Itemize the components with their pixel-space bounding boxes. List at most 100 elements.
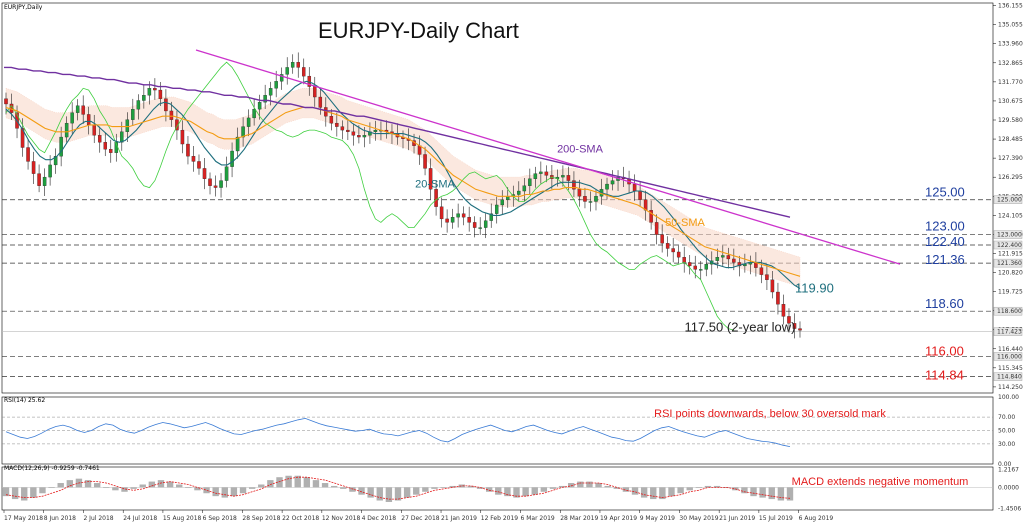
chart-frame [1,2,994,511]
candle-body [213,185,218,188]
macd-histogram-bar [531,487,538,495]
candle-body [566,175,571,181]
macd-histogram-bar [276,477,283,488]
macd-panel: 1.2167 0.0000 -1.4506 [2,467,1021,513]
y-tick-highlight-label: 121.360 [997,260,1022,267]
y-tick-label: 121.915 [998,250,1023,257]
candle-body [153,88,157,91]
candle-body [561,175,565,178]
x-tick-label: 15 Aug 2018 [163,515,202,522]
macd-histogram-bar [294,475,301,488]
y-tick-highlight [993,352,1023,361]
y-tick-label: 132.865 [998,60,1023,67]
macd-histogram-bar [176,484,183,488]
candle-body [301,67,306,77]
rsi-panel: 100.00 70.00 50.00 30.00 0.00 [2,394,1019,468]
macd-histogram-bar [221,487,228,498]
macd-histogram-bar [586,481,593,488]
candle-body [202,168,207,179]
annotation-label: 125.00 [925,185,965,200]
macd-histogram-bar [704,485,712,488]
macd-histogram-bar [777,487,785,501]
macd-histogram-bar [84,480,92,488]
macd-histogram-bar [722,487,730,489]
candle-body [528,178,532,186]
candle-body [676,251,681,258]
candle-body [533,173,538,179]
macd-histogram-bar [549,487,557,489]
candle-body [726,255,731,260]
x-tick-label: 6 Mar 2019 [520,515,554,522]
x-tick-label: 6 Aug 2019 [799,515,834,522]
macd-histogram-bar [458,484,466,488]
y-tick-highlight-label: 117.423 [997,329,1022,336]
macd-histogram-bar [258,484,265,488]
candle-body [715,257,720,261]
candle-body [263,95,267,103]
candle-body [792,323,797,329]
candle-body [373,129,378,132]
macd-histogram-bar [540,487,548,492]
candle-body [290,62,295,68]
y-tick-label: 116.440 [998,346,1023,353]
macd-histogram-bar [48,487,55,489]
y-tick-label: 135.055 [998,22,1023,29]
macd-histogram-bar [385,487,393,502]
candle-body [759,267,764,275]
macd-histogram-bar [185,487,192,489]
macd-histogram-bar [604,485,611,488]
y-tick-label: 119.725 [998,289,1023,296]
candle-body [483,220,488,228]
macd-label: MACD(12,26,9) -0.9259 -0.7461 [4,465,100,472]
annotation-label: 121.36 [925,252,965,267]
macd-histogram-bar [413,487,420,495]
macd-histogram-bar [367,487,374,498]
macd-histogram-bar [112,487,119,491]
y-tick-label: 124.105 [998,212,1023,219]
macd-histogram-bar [203,487,210,494]
macd-histogram-bar [759,487,766,498]
macd-histogram-bar [513,487,520,498]
y-tick-highlight [993,327,1023,336]
macd-tick-label: -1.4506 [998,506,1021,513]
macd-histogram-bar [194,487,201,491]
macd-histogram-bar [66,480,74,488]
macd-histogram-bar [713,485,721,488]
candle-body [285,67,289,75]
y-tick-highlight-label: 122.400 [997,242,1022,249]
macd-histogram-bar [21,487,28,501]
macd-histogram-bar [248,487,256,489]
candle-body [20,128,25,148]
candle-body [147,88,152,96]
candle-body [268,88,273,96]
candle-body [169,110,174,120]
candle-body [638,190,642,200]
candle-body [125,119,130,132]
x-tick-label: 28 Sep 2018 [242,515,280,522]
candle-body [4,98,8,105]
candle-body [489,213,493,221]
main-panel-border [1,2,994,394]
macd-histogram-bar [631,487,639,495]
annotation-label: 20-SMA [415,179,455,191]
macd-histogram-bar [30,487,37,498]
horizontal-levels [2,87,993,377]
candle-body [572,180,576,190]
candle-body [329,116,334,124]
x-tick-label: 8 Jun 2018 [44,515,76,522]
candle-body [577,189,582,197]
macd-histogram-bar [157,480,165,488]
y-tick-highlight [993,240,1023,250]
x-tick-label: 15 Jul 2019 [759,515,793,522]
candle-body [660,234,664,244]
y-tick-label: 128.485 [998,136,1023,143]
y-tick-highlight [993,258,1023,268]
candle-body [649,210,653,223]
annotation-label: 123.00 [925,219,965,234]
macd-histogram-bar [321,483,329,488]
moving-averages [4,66,801,289]
y-tick-highlight [993,306,1023,316]
x-tick-label: 28 Mar 2019 [560,515,598,522]
candle-body [417,145,422,155]
